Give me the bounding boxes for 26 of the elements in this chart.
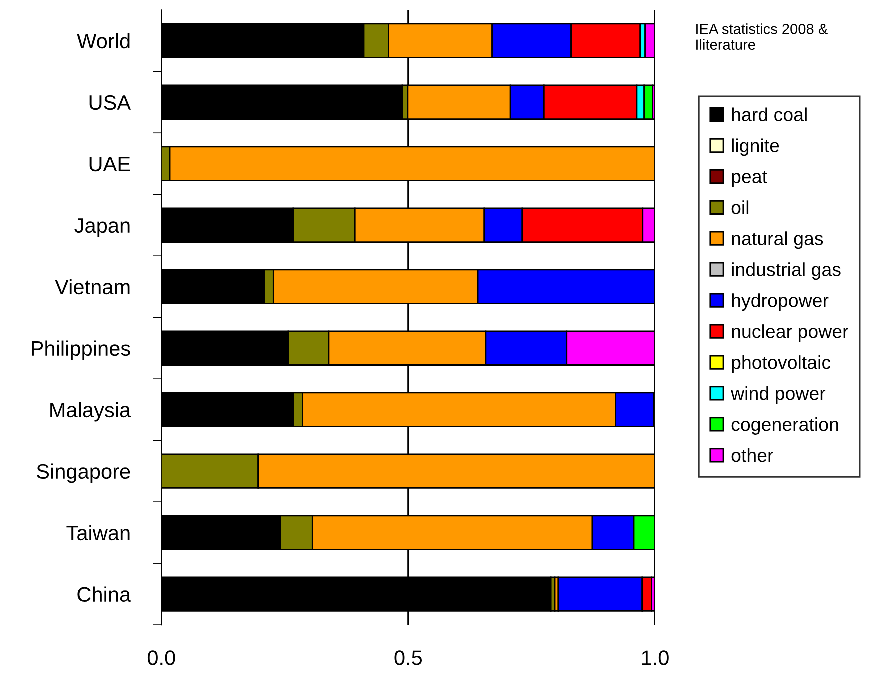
legend-label: industrial gas bbox=[732, 262, 841, 280]
text: IEA statistics 2008 & Iliterature bbox=[696, 24, 828, 50]
legend-label: natural gas bbox=[732, 232, 824, 250]
y-tick-label: Singapore bbox=[37, 464, 130, 484]
y-tick-label: UAE bbox=[90, 157, 130, 172]
x-tick-label: 0.0 bbox=[148, 650, 176, 666]
legend-label: nuclear power bbox=[732, 324, 848, 342]
legend-label: wind power bbox=[731, 386, 826, 404]
legend-label: hydropower bbox=[732, 294, 829, 312]
y-tick-label: Philippines bbox=[32, 340, 130, 360]
y-tick-label: USA bbox=[90, 95, 132, 110]
x-tick-label: 0.5 bbox=[394, 650, 422, 666]
x-tick-label: 1.0 bbox=[642, 650, 669, 666]
legend-label: cogeneration bbox=[732, 418, 838, 435]
y-tick-label: Japan bbox=[74, 218, 130, 238]
y-tick-label: Vietnam bbox=[55, 279, 130, 295]
legend-label: lignite bbox=[732, 138, 780, 156]
legend-label: other bbox=[732, 448, 774, 462]
legend-label: hard coal bbox=[732, 108, 807, 122]
legend-label: photovoltaic bbox=[732, 356, 831, 374]
y-tick-label: Taiwan bbox=[66, 525, 130, 541]
y-tick-label: Malaysia bbox=[50, 402, 132, 422]
legend-label: oil bbox=[732, 200, 749, 214]
legend-label: peat bbox=[732, 171, 768, 188]
y-tick-label: World bbox=[77, 33, 130, 49]
y-tick-label: China bbox=[78, 586, 132, 602]
